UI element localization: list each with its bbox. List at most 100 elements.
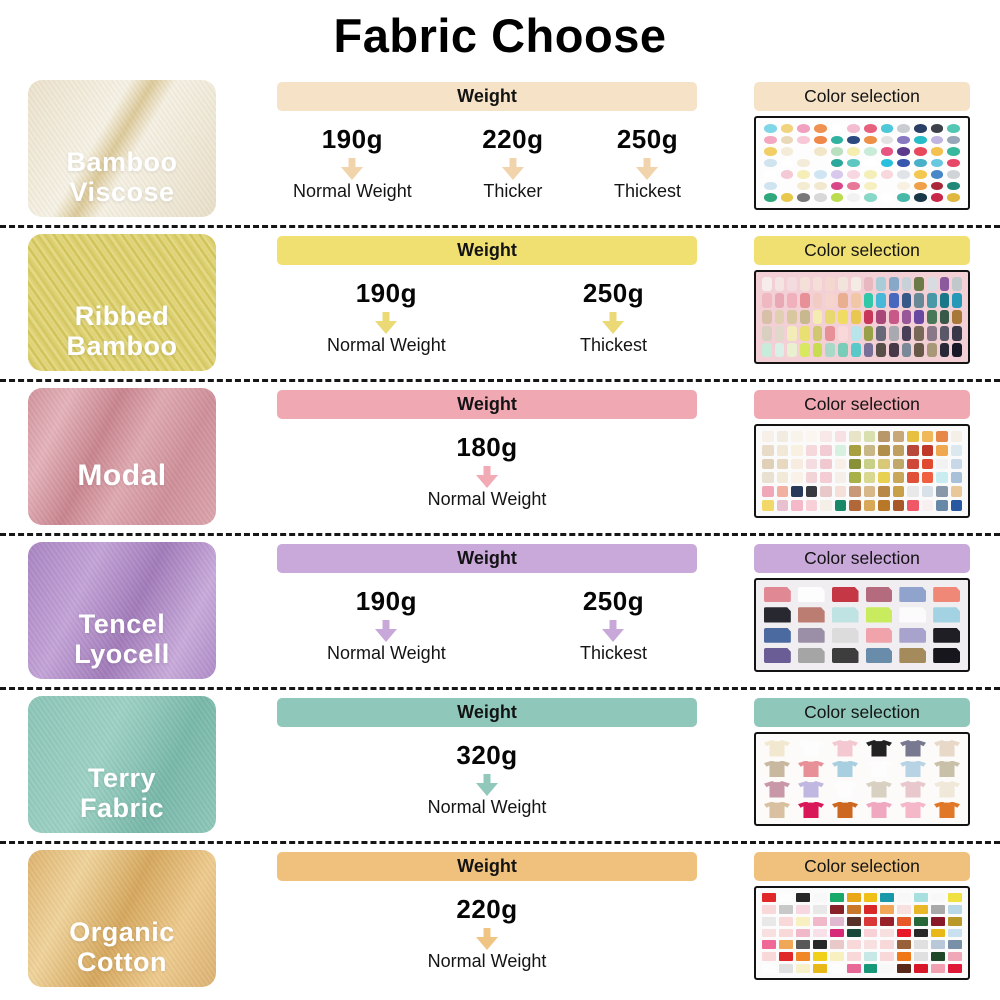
color-swatch bbox=[914, 326, 924, 341]
color-swatch bbox=[791, 444, 803, 456]
color-swatch bbox=[834, 486, 846, 498]
color-swatch bbox=[762, 444, 774, 456]
color-swatch bbox=[863, 904, 878, 914]
color-swatch bbox=[795, 904, 810, 914]
color-swatch bbox=[939, 293, 950, 308]
color-swatch bbox=[846, 940, 861, 950]
color-swatch bbox=[914, 928, 929, 938]
color-swatch bbox=[863, 309, 874, 325]
color-swatch bbox=[787, 309, 798, 325]
color-swatch bbox=[880, 916, 895, 926]
color-swatch bbox=[778, 964, 793, 973]
color-swatch bbox=[774, 309, 785, 325]
color-swatch bbox=[901, 293, 912, 308]
color-swatch bbox=[774, 326, 785, 341]
color-swatch bbox=[762, 500, 774, 511]
color-swatch bbox=[926, 342, 937, 357]
color-swatch bbox=[762, 952, 776, 962]
color-swatch bbox=[825, 342, 836, 357]
color-swatch bbox=[764, 801, 790, 818]
color-swatch bbox=[947, 170, 960, 179]
color-swatch bbox=[863, 916, 878, 926]
color-swatch bbox=[933, 587, 960, 603]
color-swatch bbox=[914, 940, 929, 950]
color-swatch bbox=[791, 500, 803, 511]
color-swatch bbox=[791, 486, 803, 498]
color-selection-section: Color selection bbox=[754, 852, 970, 980]
color-swatch bbox=[888, 277, 899, 292]
color-swatch bbox=[805, 486, 817, 498]
color-swatch bbox=[795, 964, 810, 973]
color-swatch bbox=[866, 781, 892, 798]
color-swatch bbox=[762, 431, 774, 442]
color-swatch bbox=[834, 431, 846, 442]
color-swatch bbox=[812, 893, 827, 902]
color-swatch bbox=[762, 964, 776, 973]
color-swatch bbox=[830, 124, 844, 133]
color-swatch bbox=[899, 647, 927, 663]
color-swatch bbox=[914, 904, 929, 914]
color-swatch bbox=[778, 952, 793, 962]
color-swatch bbox=[812, 293, 823, 308]
weight-option: 220g Normal Weight bbox=[427, 894, 547, 971]
color-swatch bbox=[762, 293, 772, 308]
down-arrow-icon bbox=[341, 158, 364, 180]
color-swatch bbox=[800, 326, 810, 341]
color-swatch bbox=[901, 342, 912, 357]
color-swatch bbox=[888, 342, 899, 357]
color-swatch bbox=[865, 587, 893, 603]
color-swatch bbox=[914, 158, 927, 168]
color-swatch bbox=[892, 458, 904, 470]
color-swatch bbox=[952, 293, 962, 308]
color-palette-panel bbox=[754, 886, 970, 980]
color-swatch bbox=[849, 431, 861, 442]
color-swatch bbox=[914, 309, 924, 325]
color-swatch bbox=[791, 458, 803, 470]
color-swatch bbox=[764, 181, 777, 191]
color-swatch bbox=[950, 472, 962, 484]
color-swatch bbox=[764, 587, 791, 603]
color-swatch-grid bbox=[756, 118, 968, 208]
color-swatch bbox=[830, 193, 844, 202]
weight-option: 180g Normal Weight bbox=[427, 432, 547, 509]
weight-section: Weight 190g Normal Weight 250g Thickest bbox=[277, 544, 697, 664]
color-swatch bbox=[776, 458, 788, 470]
color-swatch bbox=[820, 500, 832, 511]
color-swatch bbox=[931, 964, 946, 973]
color-swatch bbox=[880, 952, 895, 962]
color-swatch bbox=[787, 277, 798, 292]
weight-section: Weight 190g Normal Weight 250g Thickest bbox=[277, 236, 697, 356]
fabric-name-label: Terry Fabric bbox=[79, 762, 165, 823]
color-swatch bbox=[897, 964, 912, 973]
color-swatch bbox=[921, 500, 933, 511]
color-swatch bbox=[921, 431, 933, 442]
color-swatch bbox=[762, 458, 774, 470]
color-swatch bbox=[832, 801, 858, 818]
color-swatch bbox=[914, 293, 924, 308]
color-swatch bbox=[846, 893, 861, 902]
color-palette-panel bbox=[754, 116, 970, 210]
dashed-separator bbox=[0, 533, 1000, 536]
color-swatch bbox=[820, 444, 832, 456]
color-swatch bbox=[774, 293, 785, 308]
color-swatch bbox=[897, 893, 912, 902]
color-swatch bbox=[832, 740, 858, 757]
color-selection-header-bar: Color selection bbox=[754, 390, 970, 419]
color-swatch bbox=[914, 147, 927, 156]
color-swatch bbox=[847, 193, 860, 202]
color-swatch bbox=[764, 135, 777, 145]
weight-header-bar: Weight bbox=[277, 390, 697, 419]
color-swatch bbox=[791, 472, 803, 484]
color-swatch bbox=[950, 458, 962, 470]
color-swatch bbox=[825, 309, 836, 325]
color-swatch bbox=[931, 893, 946, 902]
color-swatch bbox=[849, 500, 861, 511]
color-swatch bbox=[914, 277, 924, 292]
color-swatch bbox=[814, 124, 827, 133]
color-swatch bbox=[880, 193, 894, 202]
color-swatch bbox=[878, 431, 890, 442]
color-swatch bbox=[832, 781, 858, 798]
down-arrow-icon bbox=[602, 620, 625, 642]
color-swatch bbox=[897, 928, 912, 938]
color-swatch bbox=[797, 587, 825, 603]
